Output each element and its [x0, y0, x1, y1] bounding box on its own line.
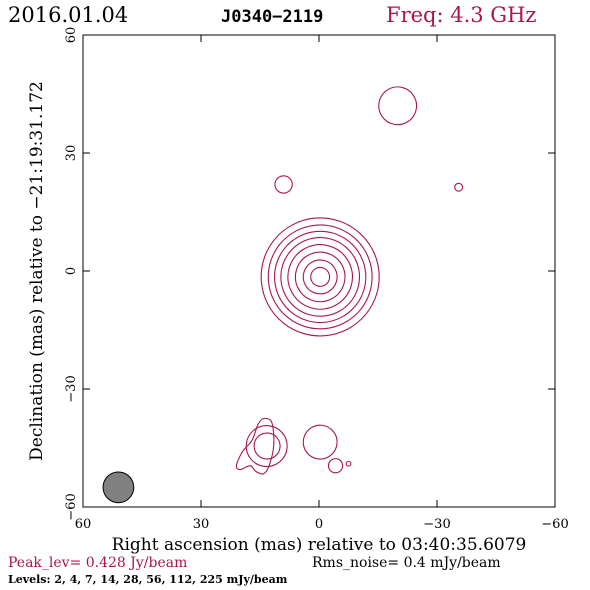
lobe-contour: [253, 432, 281, 460]
core-contour: [310, 266, 331, 287]
component-contour: [454, 182, 464, 192]
source-name: J0340−2119: [221, 7, 323, 27]
lobe-outer-contour: [235, 417, 275, 475]
y-tick-label: −60: [64, 493, 79, 520]
x-tick-label: 30: [193, 517, 210, 532]
x-tick-label: −30: [423, 517, 450, 532]
y-axis-label: Declination (mas) relative to −21:19:31.…: [27, 81, 47, 461]
core-contour: [294, 251, 346, 303]
component-contour: [345, 460, 352, 467]
axis-ticks: [82, 34, 556, 508]
core-contour: [260, 217, 380, 337]
contour-levels: Levels: 2, 4, 7, 14, 28, 56, 112, 225 mJ…: [8, 573, 288, 586]
beam-ellipse: [102, 471, 135, 504]
x-axis-label: Right ascension (mas) relative to 03:40:…: [112, 535, 527, 555]
lobe-contour: [245, 425, 288, 468]
component-contour: [378, 86, 418, 126]
x-tick-label: 60: [75, 517, 92, 532]
restoring-beam: [102, 471, 135, 504]
frequency-label: Freq: 4.3 GHz: [386, 3, 536, 27]
y-tick-label: −30: [64, 375, 79, 402]
component-contour: [327, 458, 344, 474]
core-contour: [280, 237, 361, 317]
core-contour: [287, 244, 353, 310]
y-tick-label: 30: [64, 145, 79, 162]
core-contour: [302, 259, 338, 295]
observation-date: 2016.01.04: [8, 3, 128, 27]
y-tick-label: 60: [64, 27, 79, 44]
y-tick-label: 0: [64, 267, 79, 275]
x-tick-label: −60: [541, 517, 568, 532]
plot-frame: [82, 34, 556, 508]
x-tick-labels: 60 30 0 −30 −60: [75, 517, 569, 532]
rms-noise: Rms_noise= 0.4 mJy/beam: [312, 555, 501, 571]
x-tick-label: 0: [315, 517, 323, 532]
component-contour: [302, 424, 338, 460]
core-contour: [267, 224, 373, 330]
core-contour: [274, 230, 367, 324]
peak-level: Peak_lev= 0.428 Jy/beam: [8, 555, 187, 571]
contours: [235, 86, 464, 475]
component-contour: [274, 175, 293, 194]
y-tick-labels: −60 −30 0 30 60: [64, 27, 79, 521]
